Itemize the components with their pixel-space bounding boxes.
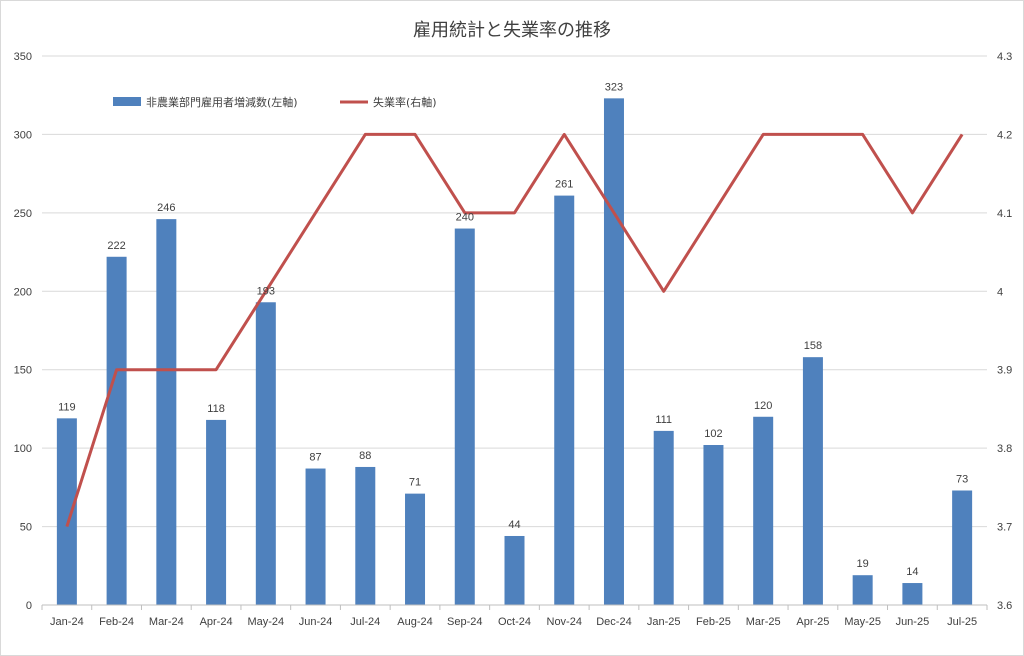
x-tick-label: Jun-24 xyxy=(299,616,333,628)
bar-data-label: 14 xyxy=(906,566,918,578)
x-tick-label: Dec-24 xyxy=(596,616,631,628)
bar-data-label: 246 xyxy=(157,202,175,214)
bar-data-label: 222 xyxy=(107,240,125,252)
x-tick-label: Jul-24 xyxy=(350,616,380,628)
bar-data-label: 44 xyxy=(508,519,520,531)
x-tick-label: Oct-24 xyxy=(498,616,531,628)
bar xyxy=(554,195,575,606)
x-tick-label: Feb-25 xyxy=(696,616,731,628)
bar xyxy=(405,493,426,605)
y-right-tick-label: 4.1 xyxy=(997,208,1012,220)
bar xyxy=(255,302,276,605)
bar xyxy=(355,466,376,605)
gridlines xyxy=(42,55,987,528)
bar-data-label: 261 xyxy=(555,179,573,191)
x-tick-label: May-25 xyxy=(844,616,881,628)
legend-swatch-bars xyxy=(113,97,141,106)
bar xyxy=(156,219,177,606)
legend-label-line: 失業率(右軸) xyxy=(373,95,437,109)
bar xyxy=(454,228,475,606)
y-right-tick-label: 4 xyxy=(997,286,1003,298)
y-right-tick-label: 3.9 xyxy=(997,365,1012,377)
bar-data-label: 71 xyxy=(409,477,421,489)
bar-data-label: 73 xyxy=(956,473,968,485)
x-tick-label: Jan-25 xyxy=(647,616,681,628)
x-tick-label: Jan-24 xyxy=(50,616,84,628)
y-left-tick-label: 50 xyxy=(20,522,32,534)
bar xyxy=(703,445,724,605)
y-left-tick-label: 100 xyxy=(14,443,32,455)
x-tick-label: Apr-24 xyxy=(200,616,233,628)
bar-data-label: 323 xyxy=(605,81,623,93)
y-right-tick-label: 4.2 xyxy=(997,129,1012,141)
bar xyxy=(902,583,923,605)
y-right-tick-label: 3.7 xyxy=(997,522,1012,534)
y-right-tick-label: 3.6 xyxy=(997,600,1012,612)
data-labels: 119 222 246 118 193 87 88 71 240 44 261 323 111 102 12… xyxy=(58,81,968,578)
unemployment-line xyxy=(65,132,964,528)
y-left-tick-label: 300 xyxy=(14,129,32,141)
bar xyxy=(753,416,774,605)
x-tick-label: Feb-24 xyxy=(99,616,134,628)
y-left-tick-label: 0 xyxy=(26,600,32,612)
bar-data-label: 120 xyxy=(754,400,772,412)
bar-data-label: 111 xyxy=(655,414,672,426)
y-left-tick-label: 150 xyxy=(14,365,32,377)
x-tick-label: Sep-24 xyxy=(447,616,482,628)
bar-data-label: 158 xyxy=(804,340,822,352)
x-tick-label: Apr-25 xyxy=(796,616,829,628)
bar xyxy=(653,430,674,605)
bar xyxy=(603,98,624,605)
y-right-tick-label: 4.3 xyxy=(997,51,1012,63)
bar xyxy=(106,256,127,605)
x-tick-label: Mar-25 xyxy=(746,616,781,628)
bar xyxy=(852,575,873,605)
x-tick-label: May-24 xyxy=(247,616,284,628)
bar-data-label: 19 xyxy=(857,558,869,570)
bar-data-label: 88 xyxy=(359,450,371,462)
bar-data-label: 193 xyxy=(257,285,275,297)
axes: 0 50 100 150 200 250 300 350 3.6 3.7 3.8 3.9 4 4.1 4.2… xyxy=(14,51,1013,628)
y-left-tick-label: 250 xyxy=(14,208,32,220)
bar xyxy=(504,535,525,605)
bar-data-label: 87 xyxy=(309,452,321,464)
chart-title: 雇用統計と失業率の推移 xyxy=(413,20,611,41)
bar xyxy=(56,418,77,605)
bar-data-label: 102 xyxy=(704,428,722,440)
y-right-tick-label: 3.8 xyxy=(997,443,1012,455)
line-series xyxy=(65,132,964,528)
bar-series xyxy=(56,98,973,606)
bar-data-label: 118 xyxy=(207,403,225,415)
x-tick-label: Nov-24 xyxy=(547,616,582,628)
x-tick-label: Mar-24 xyxy=(149,616,184,628)
legend-label-bars: 非農業部門雇用者増減数(左軸) xyxy=(146,95,298,109)
bar-data-label: 119 xyxy=(58,401,76,413)
bar-data-label: 240 xyxy=(456,212,474,224)
bar xyxy=(952,490,973,605)
y-left-tick-label: 350 xyxy=(14,51,32,63)
x-tick-label: Jul-25 xyxy=(947,616,977,628)
bar xyxy=(802,357,823,605)
bar xyxy=(305,468,326,605)
x-tick-label: Jun-25 xyxy=(896,616,930,628)
bar xyxy=(206,419,227,605)
legend: 非農業部門雇用者増減数(左軸) 失業率(右軸) xyxy=(113,95,437,109)
y-left-tick-label: 200 xyxy=(14,286,32,298)
x-tick-label: Aug-24 xyxy=(397,616,432,628)
